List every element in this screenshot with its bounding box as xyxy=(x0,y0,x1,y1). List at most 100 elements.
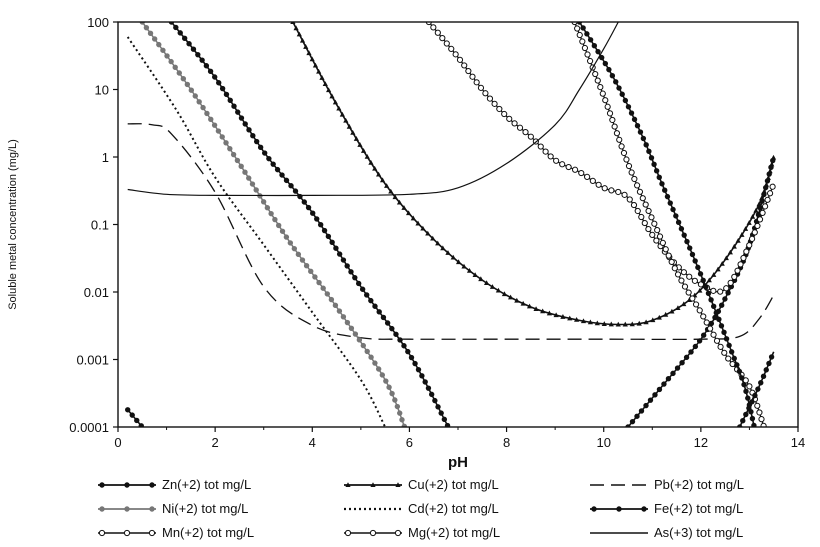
data-point xyxy=(316,68,322,74)
data-point xyxy=(618,143,625,150)
data-point xyxy=(522,129,529,136)
data-point xyxy=(667,200,673,206)
data-point xyxy=(250,133,256,139)
data-point xyxy=(670,206,676,213)
legend-marker xyxy=(345,482,351,487)
data-point xyxy=(651,220,658,227)
data-point xyxy=(322,81,328,87)
data-point xyxy=(291,245,298,252)
data-point xyxy=(653,237,660,244)
data-point xyxy=(762,184,769,191)
data-point xyxy=(754,402,761,409)
data-point xyxy=(316,279,322,286)
data-point xyxy=(695,264,701,271)
legend-marker xyxy=(124,506,130,512)
data-point xyxy=(636,188,644,195)
data-point xyxy=(723,336,730,342)
data-point xyxy=(726,342,732,349)
x-tick-label: 0 xyxy=(114,435,121,450)
data-point xyxy=(620,149,628,157)
data-point xyxy=(430,24,437,31)
data-point xyxy=(727,279,734,286)
data-point xyxy=(606,66,612,73)
data-point xyxy=(234,157,241,164)
data-point xyxy=(238,115,245,121)
data-point xyxy=(299,257,306,263)
data-point xyxy=(700,277,706,284)
data-point xyxy=(697,287,703,293)
legend-item: Pb(+2) tot mg/L xyxy=(590,477,744,492)
data-point xyxy=(721,349,728,356)
data-point xyxy=(689,295,696,302)
data-point xyxy=(675,219,682,226)
data-point xyxy=(715,266,721,272)
data-point xyxy=(705,290,712,297)
data-point xyxy=(511,120,518,127)
data-point xyxy=(268,210,274,217)
data-point xyxy=(223,140,229,146)
data-point xyxy=(356,337,363,343)
data-point xyxy=(253,138,260,145)
data-point xyxy=(246,175,252,181)
legend-marker xyxy=(369,529,377,537)
data-point xyxy=(160,47,166,53)
data-point xyxy=(309,56,315,62)
data-point xyxy=(491,100,498,107)
data-point xyxy=(501,291,508,297)
data-point xyxy=(408,354,415,361)
legend-label: Cd(+2) tot mg/L xyxy=(408,501,499,516)
data-point xyxy=(288,183,294,189)
data-point xyxy=(168,58,174,65)
series-9 xyxy=(125,407,144,427)
data-point xyxy=(685,289,692,296)
data-point xyxy=(743,411,749,418)
data-point xyxy=(684,238,690,245)
data-point xyxy=(594,77,601,84)
data-point xyxy=(731,243,737,249)
data-point xyxy=(242,169,248,175)
data-point xyxy=(634,413,640,419)
data-point xyxy=(668,258,675,266)
data-point xyxy=(372,360,378,366)
data-point xyxy=(580,25,586,31)
series-5 xyxy=(625,156,776,427)
data-point xyxy=(734,362,740,368)
legend-marker xyxy=(123,529,131,537)
data-point xyxy=(721,329,727,336)
data-point xyxy=(708,297,714,303)
data-point xyxy=(670,370,676,377)
legend-label: Cu(+2) tot mg/L xyxy=(408,477,499,492)
data-point xyxy=(560,314,566,319)
data-point xyxy=(364,154,370,159)
legend-marker xyxy=(98,529,106,537)
data-point xyxy=(410,215,416,221)
data-point xyxy=(329,93,335,99)
data-point xyxy=(364,348,370,355)
data-point xyxy=(301,199,308,205)
data-point xyxy=(763,367,769,373)
data-point xyxy=(242,121,248,127)
data-point xyxy=(397,337,403,343)
data-point xyxy=(725,355,732,362)
series-6 xyxy=(425,22,776,295)
data-point xyxy=(211,122,218,128)
data-point xyxy=(430,235,436,241)
data-point xyxy=(542,148,549,155)
data-point xyxy=(180,76,187,82)
data-point xyxy=(681,232,687,238)
x-tick-label: 4 xyxy=(309,435,316,450)
data-point xyxy=(671,265,678,272)
series-0 xyxy=(168,22,451,427)
data-point xyxy=(553,157,560,164)
data-point xyxy=(380,314,387,321)
data-point xyxy=(636,320,642,326)
legend: Zn(+2) tot mg/L Cu(+2) tot mg/L Pb(+2) tot… xyxy=(98,477,744,540)
data-point xyxy=(208,116,214,122)
data-point xyxy=(650,317,656,323)
data-point xyxy=(604,103,611,110)
data-point xyxy=(537,143,544,150)
data-point xyxy=(348,269,354,275)
data-point xyxy=(350,129,356,135)
series-line xyxy=(141,22,406,427)
